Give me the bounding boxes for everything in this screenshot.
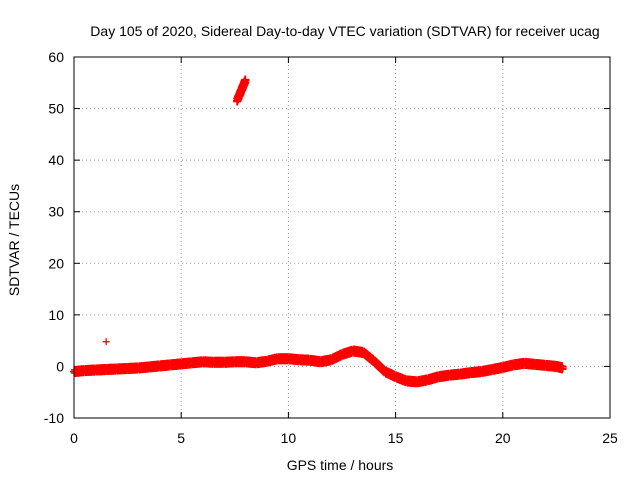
data-point xyxy=(102,338,110,346)
x-tick-label: 5 xyxy=(177,430,185,446)
data-points xyxy=(70,75,567,388)
grid-lines xyxy=(74,57,610,418)
x-tick-labels: 0 5 10 15 20 25 xyxy=(70,430,618,446)
x-tick-label: 0 xyxy=(70,430,78,446)
x-tick-label: 15 xyxy=(388,430,404,446)
x-axis-label: GPS time / hours xyxy=(287,457,394,473)
y-tick-labels: -10 0 10 20 30 40 50 60 xyxy=(44,49,64,426)
y-tick-label: 0 xyxy=(56,358,64,374)
y-axis-label: SDTVAR / TECUs xyxy=(6,184,22,296)
y-tick-label: 40 xyxy=(48,152,64,168)
y-tick-label: 60 xyxy=(48,49,64,65)
plot-frame xyxy=(73,56,611,419)
data-point xyxy=(558,363,567,372)
x-tick-label: 10 xyxy=(281,430,297,446)
y-tick-label: -10 xyxy=(44,410,64,426)
y-tick-label: 30 xyxy=(48,204,64,220)
x-tick-label: 25 xyxy=(602,430,618,446)
data-point xyxy=(241,76,250,85)
chart-title: Day 105 of 2020, Sidereal Day-to-day VTE… xyxy=(90,23,599,39)
y-tick-label: 50 xyxy=(48,101,64,117)
x-tick-label: 20 xyxy=(495,430,511,446)
y-tick-label: 20 xyxy=(48,255,64,271)
y-tick-label: 10 xyxy=(48,307,64,323)
